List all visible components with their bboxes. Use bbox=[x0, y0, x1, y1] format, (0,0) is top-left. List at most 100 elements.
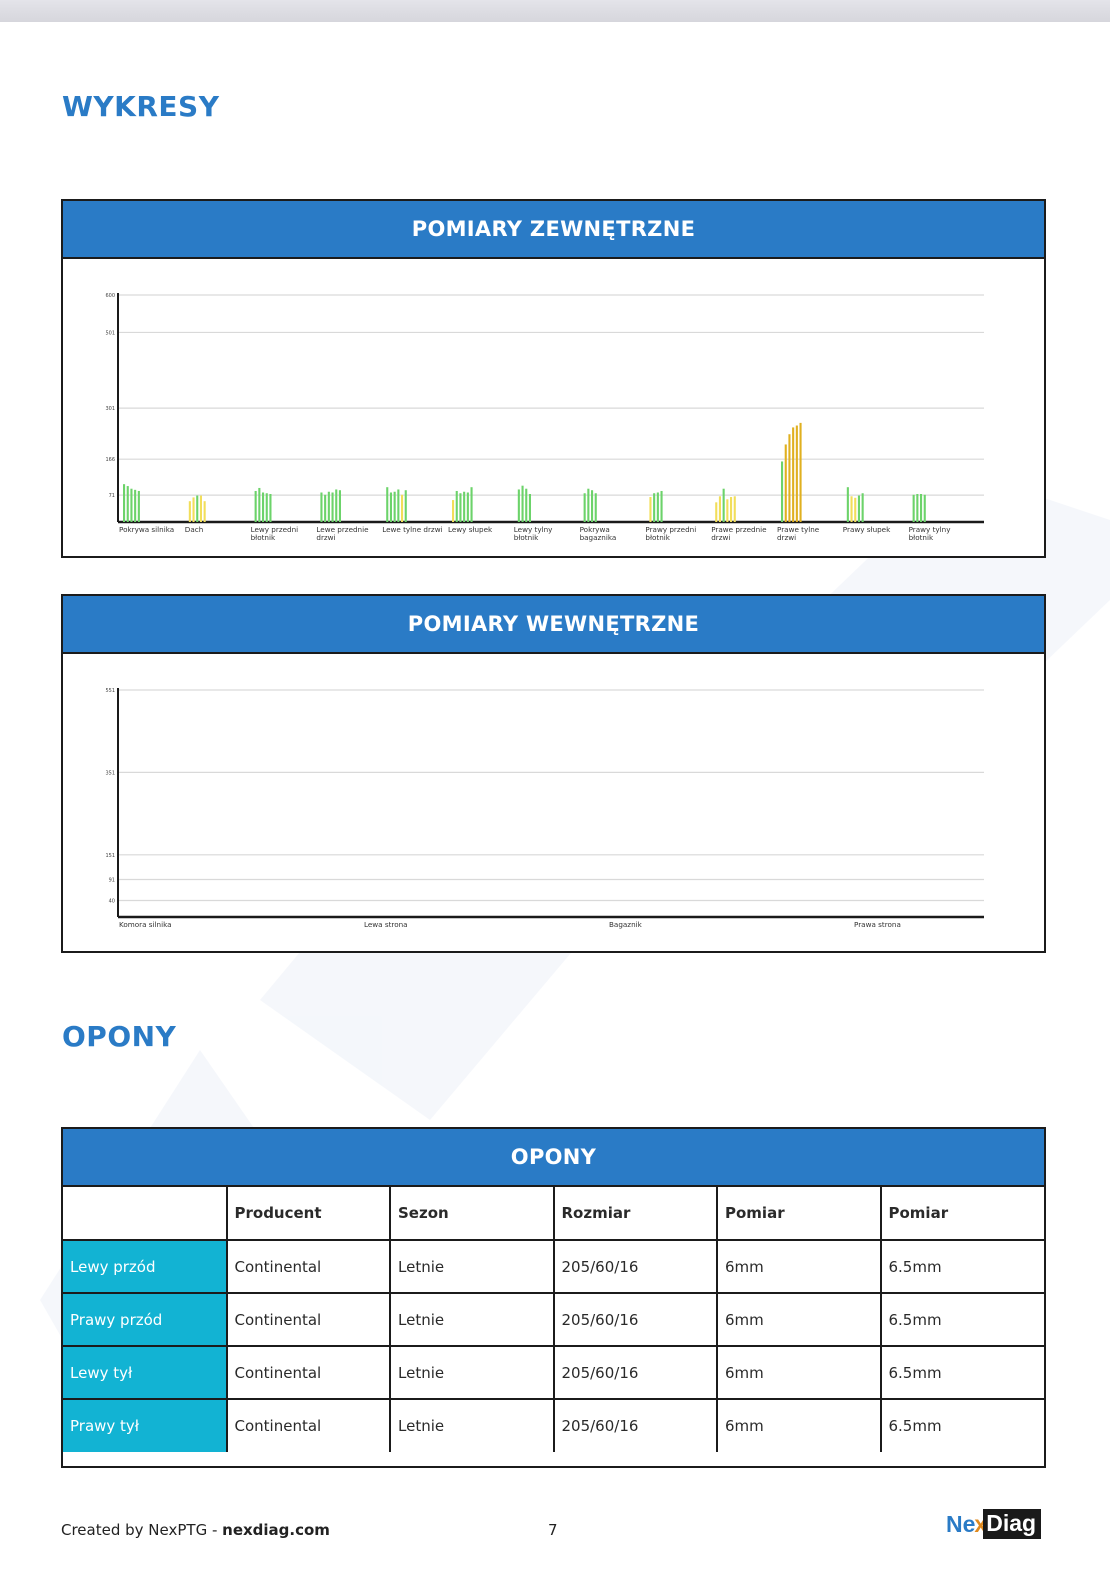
bar bbox=[192, 497, 195, 522]
table-cell: Continental bbox=[225, 1292, 391, 1347]
interior-chart: 551 351 151 91 40 Komora silnika Lewa strona Ba… bbox=[105, 688, 984, 929]
x-tick-label: Lewy tylny bbox=[514, 525, 553, 534]
x-tick-label: Prawy przedni bbox=[645, 525, 696, 534]
tires-panel: OPONY Producent Sezon Rozmiar Pomiar Pom… bbox=[61, 1127, 1046, 1468]
table-row: Lewy przód Continental Letnie 205/60/16 … bbox=[63, 1239, 1044, 1294]
header-cell-size: Rozmiar bbox=[552, 1187, 718, 1241]
x-tick-label: Lewy przedni bbox=[251, 525, 299, 534]
y-tick-label: 151 bbox=[105, 853, 115, 859]
bar bbox=[404, 490, 407, 522]
bar bbox=[397, 489, 400, 522]
bar bbox=[784, 444, 787, 522]
bar bbox=[594, 493, 597, 522]
bar bbox=[795, 425, 798, 522]
x-tick-label: Bagaznik bbox=[609, 920, 643, 929]
row-label: Lewy przód bbox=[63, 1239, 228, 1294]
table-header-row: Producent Sezon Rozmiar Pomiar Pomiar bbox=[63, 1187, 1044, 1241]
header-cell-season: Sezon bbox=[389, 1187, 555, 1241]
header-cell-measurement-2: Pomiar bbox=[879, 1187, 1044, 1241]
bar bbox=[463, 491, 466, 522]
bar bbox=[262, 492, 265, 522]
bar bbox=[389, 492, 392, 522]
bar bbox=[199, 495, 202, 522]
exterior-measurements-panel: POMIARY ZEWNĘTRZNE 600 501 301 166 71 Pokrywa… bbox=[61, 199, 1046, 558]
x-tick-label: Prawe tylne bbox=[777, 525, 820, 534]
bar bbox=[203, 501, 206, 522]
bar bbox=[517, 489, 520, 522]
x-tick-label: Prawy słupek bbox=[843, 525, 891, 534]
bar bbox=[912, 494, 915, 522]
bar bbox=[730, 497, 733, 522]
charts-section-title: WYKRESY bbox=[62, 90, 220, 123]
bar bbox=[123, 484, 126, 522]
bar bbox=[324, 494, 327, 522]
y-tick-label: 551 bbox=[105, 688, 115, 694]
table-cell: Letnie bbox=[389, 1239, 555, 1294]
bar bbox=[649, 497, 652, 522]
bar bbox=[134, 489, 137, 522]
table-cell: 205/60/16 bbox=[552, 1398, 718, 1452]
footer-credit: Created by NexPTG - nexdiag.com bbox=[61, 1521, 330, 1539]
page-number: 7 bbox=[548, 1521, 558, 1539]
table-cell: Continental bbox=[225, 1239, 391, 1294]
x-tick-label: Lewe przednie bbox=[316, 525, 369, 534]
table-cell: Continental bbox=[225, 1398, 391, 1452]
bar bbox=[857, 495, 860, 522]
exterior-chart-area: 600 501 301 166 71 Pokrywa silnika Dach Lewy pr… bbox=[63, 259, 1044, 558]
bar bbox=[265, 493, 268, 522]
bar bbox=[726, 499, 729, 522]
bar bbox=[126, 486, 129, 522]
bar bbox=[401, 494, 404, 522]
bar bbox=[137, 490, 140, 522]
bar bbox=[920, 494, 923, 522]
bar bbox=[792, 427, 795, 522]
bar bbox=[466, 492, 469, 522]
window-top-bar bbox=[0, 0, 1110, 22]
table-cell: 6.5mm bbox=[879, 1292, 1044, 1347]
bar bbox=[923, 494, 926, 522]
tires-table-title: OPONY bbox=[63, 1129, 1044, 1187]
bar bbox=[653, 493, 656, 522]
x-tick-label: błotnik bbox=[645, 533, 670, 542]
x-tick-label: Pokrywa bbox=[580, 525, 610, 534]
x-tick-label: Prawa strona bbox=[854, 920, 901, 929]
bar bbox=[916, 494, 919, 522]
nexdiag-logo: Ne x Diag bbox=[946, 1508, 1042, 1540]
bar bbox=[327, 491, 330, 522]
bar bbox=[722, 488, 725, 522]
bar bbox=[521, 485, 524, 522]
x-tick-label: Lewa strona bbox=[364, 920, 408, 929]
bar bbox=[591, 490, 594, 522]
x-tick-label: Dach bbox=[185, 525, 203, 534]
bar bbox=[459, 493, 462, 522]
bar bbox=[715, 502, 718, 522]
x-tick-label: drzwi bbox=[777, 533, 796, 542]
table-cell: 6mm bbox=[716, 1292, 882, 1347]
row-label: Lewy tył bbox=[63, 1345, 228, 1400]
exterior-chart: 600 501 301 166 71 Pokrywa silnika Dach Lewy pr… bbox=[105, 293, 984, 542]
bar bbox=[470, 487, 473, 522]
row-label: Prawy przód bbox=[63, 1292, 228, 1347]
bar bbox=[196, 495, 199, 522]
bar bbox=[525, 488, 528, 522]
bar bbox=[861, 493, 864, 522]
bar bbox=[254, 490, 257, 522]
table-cell: 6.5mm bbox=[879, 1398, 1044, 1452]
table-cell: 6mm bbox=[716, 1345, 882, 1400]
table-row: Prawy tył Continental Letnie 205/60/16 6… bbox=[63, 1398, 1044, 1452]
bar bbox=[331, 492, 334, 522]
bar bbox=[583, 493, 586, 522]
table-cell: 205/60/16 bbox=[552, 1239, 718, 1294]
bar bbox=[799, 422, 802, 522]
x-tick-label: Lewy słupek bbox=[448, 525, 493, 534]
footer-site-link[interactable]: nexdiag.com bbox=[222, 1521, 330, 1539]
x-tick-label: błotnik bbox=[251, 533, 276, 542]
bar bbox=[455, 490, 458, 522]
bar bbox=[660, 490, 663, 522]
bar bbox=[386, 487, 389, 522]
bar bbox=[846, 487, 849, 522]
table-cell: Letnie bbox=[389, 1398, 555, 1452]
table-row: Prawy przód Continental Letnie 205/60/16… bbox=[63, 1292, 1044, 1347]
x-tick-label: drzwi bbox=[316, 533, 335, 542]
bar bbox=[130, 488, 133, 522]
